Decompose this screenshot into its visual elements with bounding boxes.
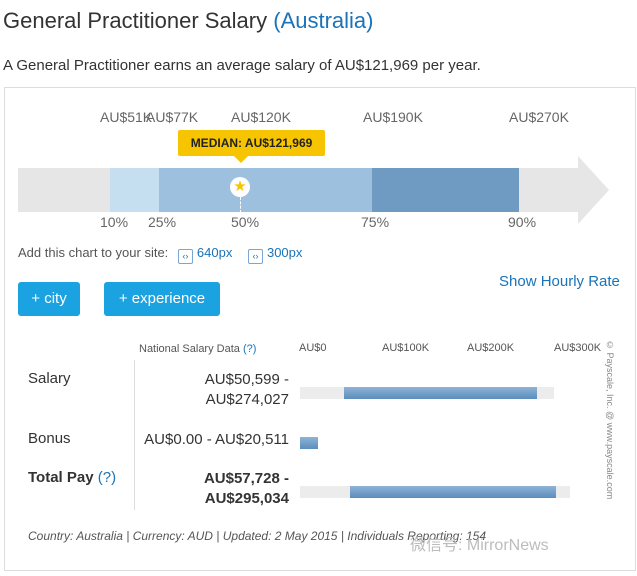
axis-tick-0: AU$0: [299, 342, 327, 354]
show-hourly-rate-link[interactable]: Show Hourly Rate: [499, 273, 620, 290]
payscale-credit: © Payscale, Inc. @ www.payscale.com: [605, 340, 615, 500]
embed-row: Add this chart to your site: ‹› 640px ‹› 3…: [18, 245, 302, 264]
embed-300-link[interactable]: 300px: [266, 245, 303, 260]
axis-tick-100k: AU$100K: [382, 342, 430, 354]
median-badge: MEDIAN: AU$121,969: [178, 130, 325, 163]
add-city-button[interactable]: + city: [18, 282, 80, 316]
page-title: General Practitioner Salary (Australia): [3, 8, 374, 34]
distribution-arrow-head: [578, 156, 609, 224]
bonus-range-bar: [300, 437, 318, 449]
salary-row-label: Salary: [28, 370, 71, 387]
salary-summary: A General Practitioner earns an average …: [3, 57, 481, 74]
wechat-watermark: 微信号: MirrorNews: [410, 537, 549, 554]
add-experience-button[interactable]: + experience: [104, 282, 220, 316]
axis-tick-200k: AU$200K: [467, 342, 515, 354]
embed-640-link[interactable]: 640px: [196, 245, 233, 260]
salary-range-low: AU$50,599 -: [204, 371, 289, 388]
salary-range: AU$50,599 - AU$274,027: [205, 370, 289, 410]
band-10-25: [110, 168, 159, 212]
salary-panel: [4, 87, 636, 571]
total-pay-help-link[interactable]: (?): [97, 469, 117, 486]
salary-range-high: AU$274,027: [205, 391, 289, 408]
embed-label: Add this chart to your site:: [18, 245, 169, 260]
salary-range-bar: [343, 387, 538, 399]
help-link[interactable]: (?): [242, 343, 257, 355]
total-pay-range-high: AU$295,034: [204, 490, 289, 507]
bonus-row-label: Bonus: [28, 430, 71, 447]
band-25-75: [159, 168, 372, 212]
p10-label: 10%: [100, 214, 129, 230]
table-header: National Salary Data (?): [139, 343, 256, 355]
table-divider: [134, 360, 135, 510]
p50-label: 50%: [231, 214, 260, 230]
p25-value: AU$77K: [146, 109, 199, 125]
band-75-90: [372, 168, 519, 212]
total-pay-row-label: Total Pay (?): [28, 469, 116, 486]
total-pay-range-bar: [350, 486, 556, 498]
table-header-label: National Salary Data: [139, 343, 240, 355]
bonus-range: AU$0.00 - AU$20,511: [144, 431, 289, 448]
code-icon[interactable]: ‹›: [247, 249, 263, 264]
p90-value: AU$270K: [509, 109, 569, 125]
country-link[interactable]: (Australia): [273, 8, 374, 33]
median-marker-line: [240, 197, 241, 213]
median-star-icon: ★: [230, 177, 250, 197]
total-pay-label: Total Pay: [28, 469, 94, 486]
p75-value: AU$190K: [363, 109, 423, 125]
p10-value: AU$51K: [100, 109, 153, 125]
total-pay-range-low: AU$57,728 -: [203, 470, 289, 487]
footer-meta: Country: Australia | Currency: AUD | Upd…: [28, 529, 487, 543]
total-pay-range: AU$57,728 - AU$295,034: [204, 469, 289, 509]
p50-value: AU$120K: [231, 109, 291, 125]
p90-label: 90%: [508, 214, 537, 230]
code-icon[interactable]: ‹›: [177, 249, 193, 264]
axis-tick-300k: AU$300K: [554, 342, 602, 354]
p25-label: 25%: [148, 214, 177, 230]
title-text: General Practitioner Salary: [3, 8, 268, 33]
p75-label: 75%: [361, 214, 390, 230]
